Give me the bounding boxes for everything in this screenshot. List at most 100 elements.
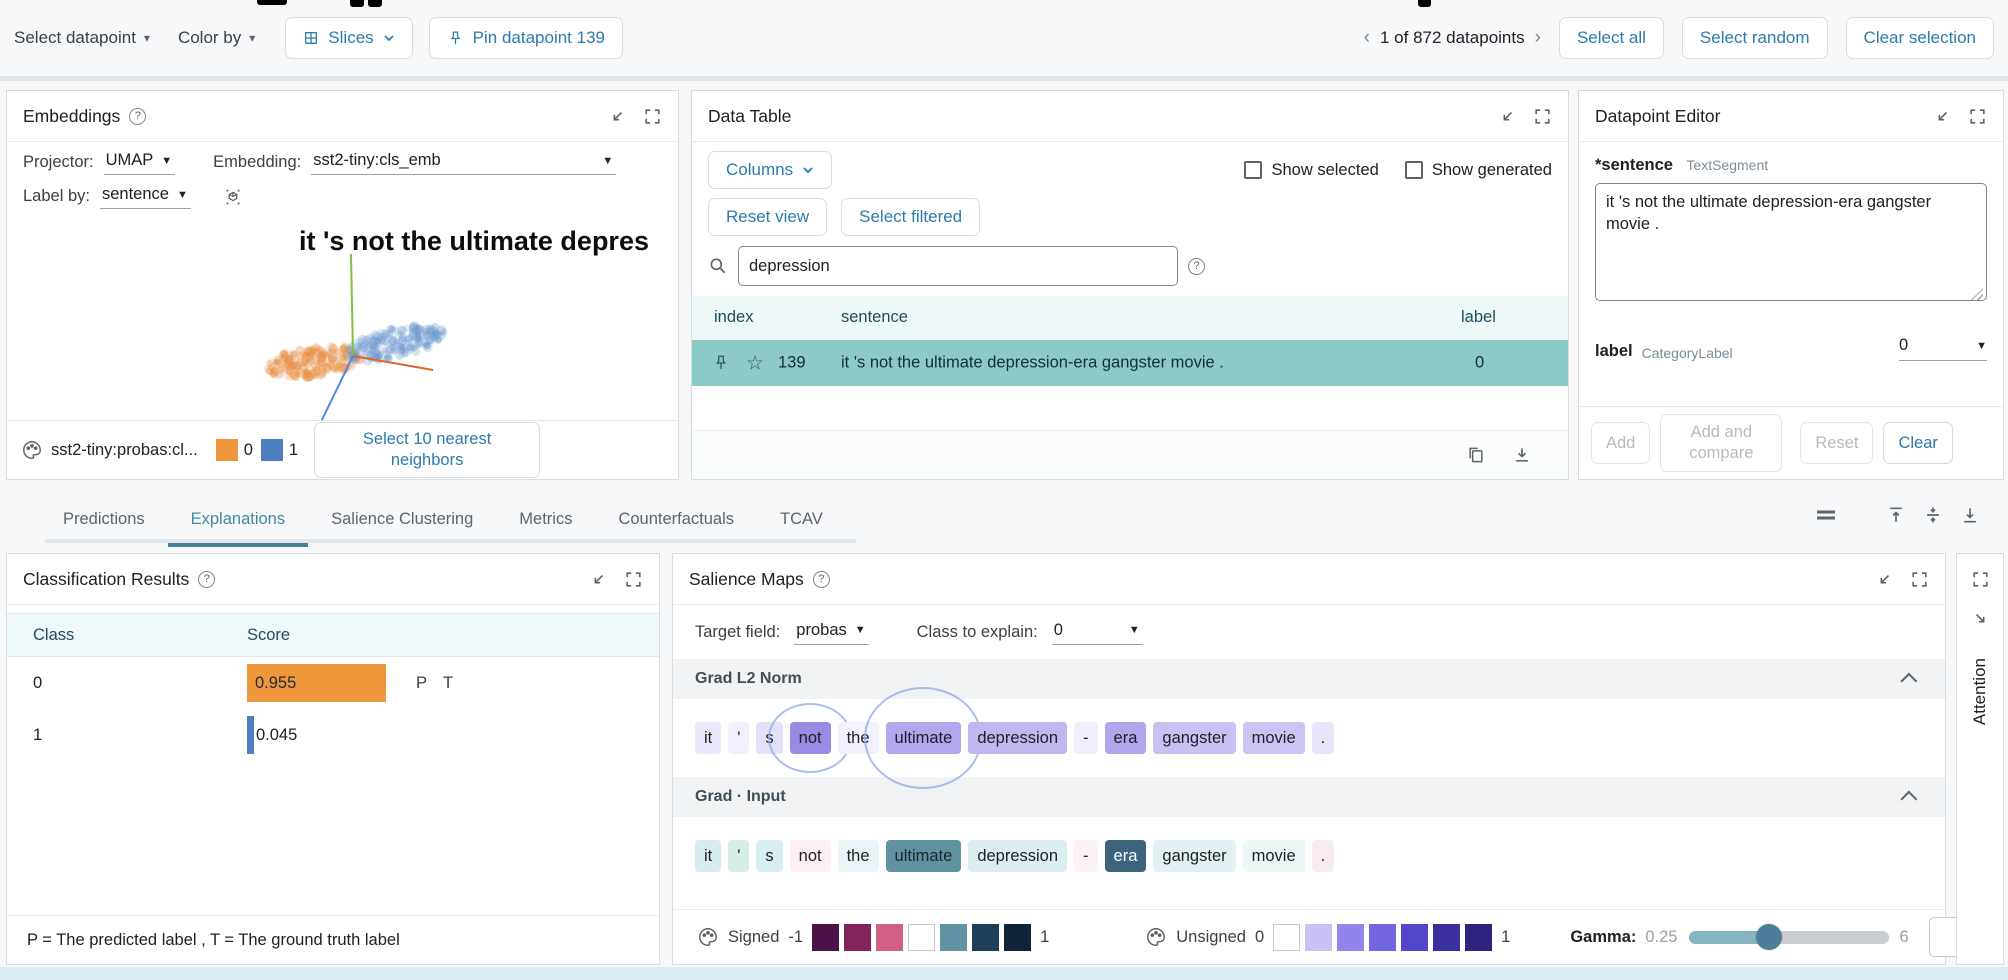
select-random-button[interactable]: Select random [1681, 17, 1828, 59]
pin-icon[interactable] [712, 354, 730, 372]
salience-token[interactable]: the [837, 722, 879, 754]
signed-label: Signed [728, 927, 780, 946]
label-by-select[interactable]: sentence ▼ [99, 184, 191, 209]
minimize-icon[interactable] [1875, 570, 1894, 589]
align-middle-icon[interactable] [1923, 505, 1943, 525]
salience-token[interactable]: not [789, 840, 831, 872]
gamma-slider[interactable] [1688, 924, 1889, 950]
search-input[interactable] [738, 246, 1178, 286]
clear-button[interactable]: Clear [1883, 422, 1953, 464]
salience-method-header[interactable]: Grad L2 Norm [673, 659, 1945, 699]
salience-token[interactable]: - [1074, 722, 1098, 754]
gamma-slider-thumb[interactable] [1755, 924, 1782, 950]
color-by-menu[interactable]: Color by ▾ [178, 28, 255, 48]
pin-datapoint-button[interactable]: Pin datapoint 139 [428, 17, 623, 59]
maximize-icon[interactable] [1971, 570, 1990, 589]
salience-method-header[interactable]: Grad · Input [673, 777, 1945, 817]
add-button[interactable]: Add [1591, 422, 1651, 464]
projector-select[interactable]: UMAP ▼ [103, 150, 176, 175]
equals-layout-icon[interactable] [1813, 506, 1839, 524]
palette-icon [1145, 926, 1167, 948]
clear-selection-button[interactable]: Clear selection [1845, 17, 1994, 59]
tab-explanations[interactable]: Explanations [167, 499, 309, 547]
class-to-explain-select[interactable]: 0 ▼ [1051, 620, 1143, 645]
grid-icon [303, 30, 319, 46]
maximize-icon[interactable] [624, 570, 643, 589]
label-field-select[interactable]: 0 ▼ [1899, 336, 1987, 361]
column-header-label[interactable]: label [1461, 308, 1496, 326]
align-top-icon[interactable] [1886, 505, 1906, 525]
maximize-icon[interactable] [1968, 107, 1987, 126]
prev-datapoint-icon[interactable]: ‹ [1363, 27, 1370, 48]
minimize-icon[interactable] [608, 107, 627, 126]
reset-view-button[interactable]: Reset view [708, 198, 828, 236]
reset-button[interactable]: Reset [1800, 422, 1874, 464]
attention-tab-label[interactable]: Attention [1970, 658, 1989, 726]
sentence-field-input[interactable]: it 's not the ultimate depression-era ga… [1595, 183, 1987, 301]
minimize-icon[interactable] [1933, 107, 1952, 126]
salience-token[interactable]: - [1074, 840, 1098, 872]
select-nearest-neighbors-button[interactable]: Select 10 nearest neighbors [314, 422, 541, 478]
collapse-chevron-icon[interactable] [1900, 790, 1918, 808]
salience-token[interactable]: it [695, 840, 722, 872]
salience-token[interactable]: . [1311, 722, 1335, 754]
salience-token[interactable]: gangster [1153, 722, 1236, 754]
target-field-select[interactable]: probas ▼ [794, 620, 869, 645]
editor-footer: Add Add and compare Reset Clear [1579, 406, 2003, 479]
salience-token[interactable]: s [756, 722, 783, 754]
help-icon[interactable]: ? [812, 570, 830, 588]
search-help-icon[interactable]: ? [1188, 257, 1205, 275]
maximize-icon[interactable] [643, 107, 662, 126]
tab-salience-clustering[interactable]: Salience Clustering [331, 510, 474, 528]
select-all-button[interactable]: Select all [1558, 17, 1664, 59]
salience-token[interactable]: the [837, 840, 879, 872]
salience-token[interactable]: ' [728, 722, 750, 754]
table-row[interactable]: ☆ 139 it 's not the ultimate depression-er… [692, 340, 1568, 386]
salience-token[interactable]: depression [968, 840, 1068, 872]
salience-token[interactable]: s [756, 840, 783, 872]
tab-metrics[interactable]: Metrics [519, 510, 573, 528]
select-datapoint-menu[interactable]: Select datapoint ▾ [14, 28, 150, 48]
tab-predictions[interactable]: Predictions [63, 510, 145, 528]
score-column-header: Score [247, 625, 291, 644]
minimize-icon[interactable] [589, 570, 608, 589]
salience-token[interactable]: era [1104, 722, 1147, 754]
column-header-index[interactable]: index [714, 308, 754, 326]
select-filtered-button[interactable]: Select filtered [841, 198, 981, 236]
maximize-icon[interactable] [1910, 570, 1929, 589]
copy-icon[interactable] [1466, 445, 1486, 465]
show-selected-checkbox[interactable] [1244, 161, 1263, 179]
align-bottom-icon[interactable] [1960, 505, 1980, 525]
salience-token[interactable]: . [1311, 840, 1335, 872]
help-icon[interactable]: ? [129, 107, 147, 125]
column-header-sentence[interactable]: sentence [841, 308, 908, 326]
salience-token[interactable]: ultimate [864, 687, 983, 789]
salience-token[interactable]: ultimate [885, 840, 962, 872]
star-icon[interactable]: ☆ [746, 352, 764, 375]
expand-icon[interactable] [1971, 609, 1990, 628]
salience-token[interactable]: depression [968, 722, 1068, 754]
next-datapoint-icon[interactable]: › [1534, 27, 1541, 48]
tab-counterfactuals[interactable]: Counterfactuals [618, 510, 735, 528]
help-icon[interactable]: ? [198, 570, 216, 588]
tab-tcav[interactable]: TCAV [780, 510, 823, 528]
salience-token[interactable]: gangster [1153, 840, 1236, 872]
salience-token[interactable]: movie [1242, 722, 1305, 754]
table-footer [692, 430, 1568, 479]
slices-button[interactable]: Slices [285, 17, 413, 59]
salience-token[interactable]: ' [728, 840, 750, 872]
download-icon[interactable] [1512, 445, 1532, 465]
minimize-icon[interactable] [1498, 107, 1517, 126]
columns-button[interactable]: Columns [708, 151, 833, 189]
maximize-icon[interactable] [1533, 107, 1552, 126]
collapse-chevron-icon[interactable] [1900, 672, 1918, 690]
embedding-projection[interactable]: it 's not the ultimate depres [7, 218, 678, 430]
salience-token[interactable]: not [768, 703, 853, 773]
add-and-compare-button[interactable]: Add and compare [1660, 414, 1783, 472]
embedding-select[interactable]: sst2-tiny:cls_emb ▼ [311, 150, 617, 175]
3d-cube-icon[interactable] [223, 187, 243, 207]
salience-token[interactable]: movie [1242, 840, 1305, 872]
show-generated-checkbox[interactable] [1404, 161, 1423, 179]
salience-token[interactable]: it [695, 722, 722, 754]
salience-token[interactable]: era [1104, 840, 1147, 872]
